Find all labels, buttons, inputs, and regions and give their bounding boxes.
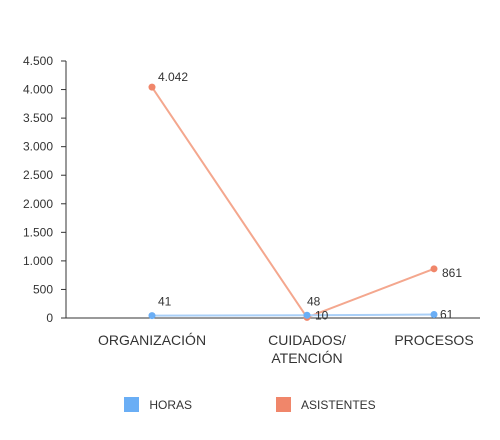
data-label-horas: 48 xyxy=(307,294,321,308)
legend-swatch-asistentes xyxy=(276,397,291,412)
legend-swatch-horas xyxy=(124,397,140,412)
data-point-horas xyxy=(430,311,438,319)
legend: HORAS ASISTENTES xyxy=(0,397,500,412)
x-axis: ORGANIZACIÓN CUIDADOS/ATENCIÓN PROCESOS xyxy=(66,317,480,366)
legend-item-asistentes[interactable]: ASISTENTES xyxy=(220,397,376,412)
x-category-label: ORGANIZACIÓN xyxy=(98,332,206,348)
y-axis: 0 500 1.000 1.500 2.000 2.500 3.000 3.500 4.000 4… xyxy=(23,54,67,325)
y-tick-label: 4.000 xyxy=(23,83,53,97)
data-point-asistentes xyxy=(148,83,156,91)
line-chart: 0 500 1.000 1.500 2.000 2.500 3.000 3.500 4.000 4… xyxy=(23,54,480,366)
data-label-asistentes: 10 xyxy=(315,308,329,322)
data-label-asistentes: 861 xyxy=(442,266,462,280)
x-category-label: CUIDADOS/ATENCIÓN xyxy=(268,332,346,366)
data-point-horas xyxy=(148,312,156,320)
y-tick-label: 3.000 xyxy=(23,140,53,154)
series-line-asistentes xyxy=(151,86,435,319)
y-tick-label: 4.500 xyxy=(23,54,53,68)
y-tick-label: 1.000 xyxy=(23,254,53,268)
data-point-horas xyxy=(303,311,311,319)
series-line-horas xyxy=(151,313,435,317)
data-label-horas: 41 xyxy=(158,295,172,309)
y-tick-label: 1.500 xyxy=(23,225,53,239)
legend-label-horas: HORAS xyxy=(149,397,192,412)
data-labels: 4.042 10 861 41 48 61 xyxy=(158,70,462,322)
x-category-label: PROCESOS xyxy=(394,332,473,348)
y-tick-label: 3.500 xyxy=(23,111,53,125)
legend-item-horas[interactable]: HORAS xyxy=(124,397,192,412)
y-tick-label: 2.000 xyxy=(23,197,53,211)
legend-label-asistentes: ASISTENTES xyxy=(301,397,376,412)
y-tick-label: 500 xyxy=(33,282,53,296)
y-tick-label: 2.500 xyxy=(23,168,53,182)
data-point-asistentes xyxy=(430,265,438,273)
y-tick-label: 0 xyxy=(46,311,53,325)
data-label-asistentes: 4.042 xyxy=(158,70,188,84)
data-label-horas: 61 xyxy=(440,308,454,322)
series-layer xyxy=(148,83,438,321)
